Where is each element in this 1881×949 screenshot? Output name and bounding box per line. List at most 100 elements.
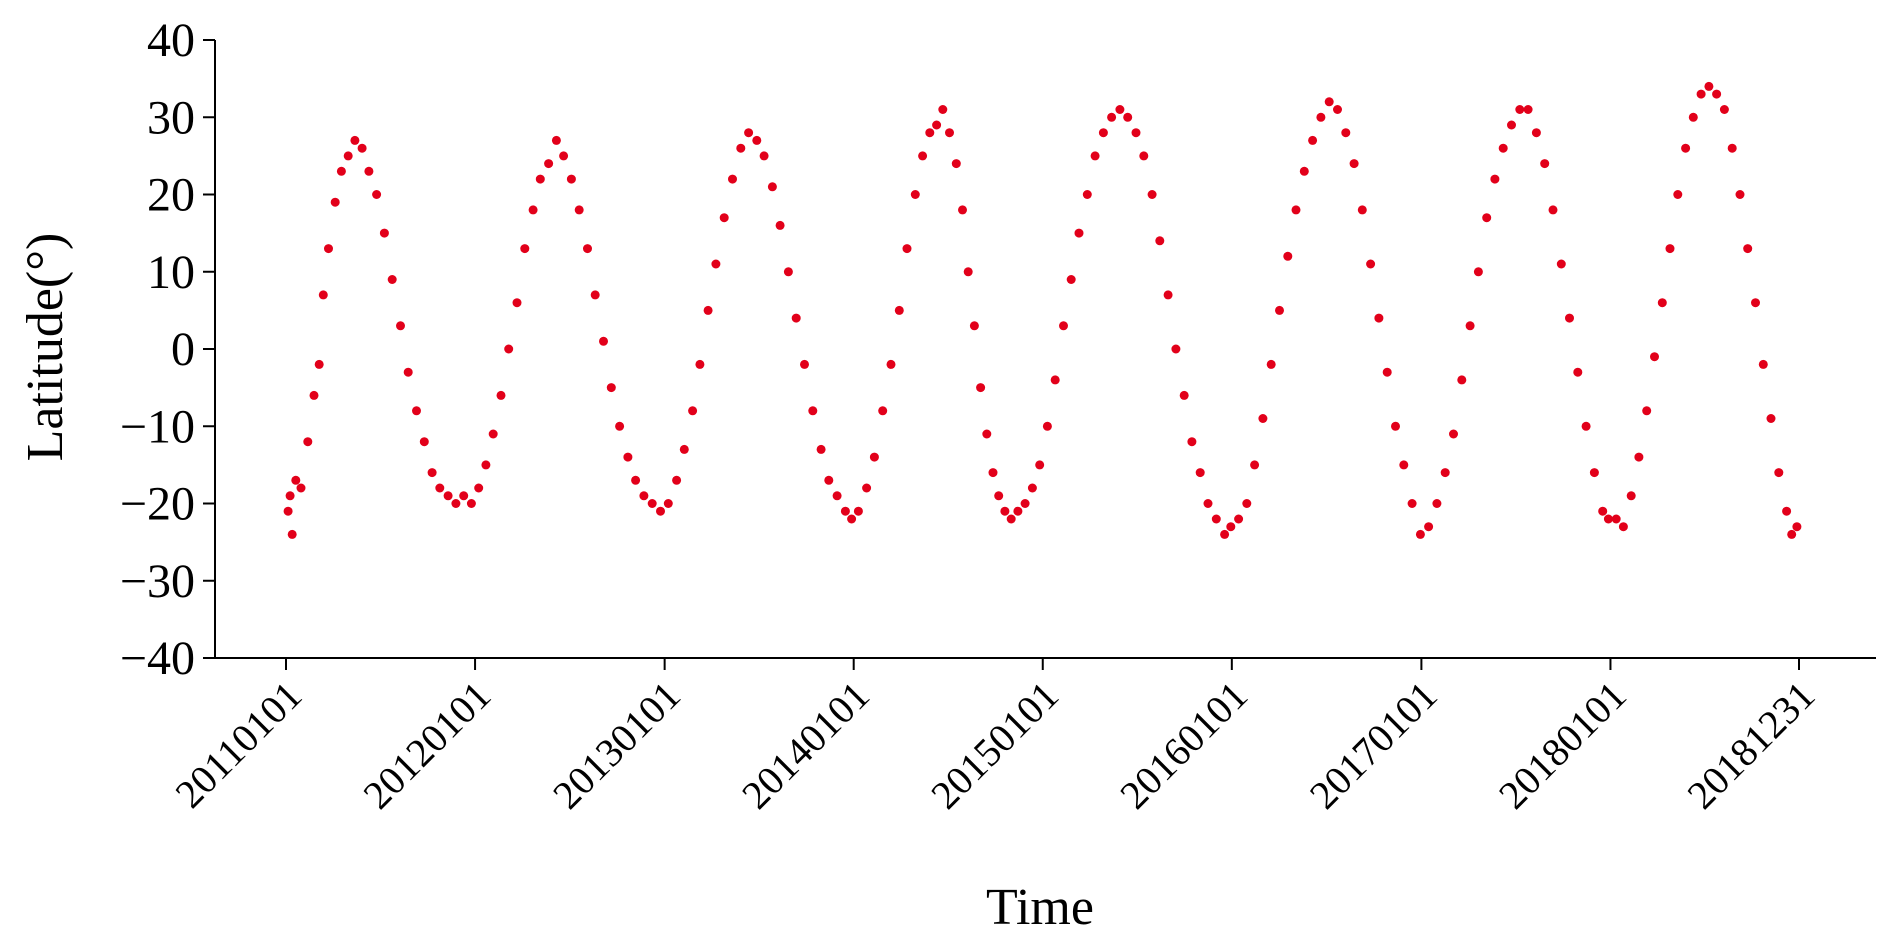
- data-point: [886, 359, 896, 369]
- data-point: [1357, 205, 1367, 215]
- data-point: [1242, 499, 1252, 508]
- data-point: [336, 166, 346, 176]
- data-point: [938, 105, 948, 114]
- data-point: [291, 475, 301, 485]
- data-point: [1603, 514, 1613, 524]
- data-point: [1098, 128, 1108, 138]
- data-point: [1650, 352, 1659, 362]
- data-point: [1266, 359, 1276, 369]
- data-point: [1220, 529, 1230, 539]
- data-point: [504, 344, 514, 354]
- data-point: [1482, 213, 1492, 223]
- data-point: [1308, 135, 1318, 145]
- data-point: [1758, 359, 1768, 369]
- data-point: [902, 244, 912, 254]
- data-point: [1139, 151, 1149, 161]
- data-point: [1782, 506, 1792, 516]
- data-point: [615, 421, 625, 431]
- y-axis-ticks: 40 30 20 10 0 −10 −20 −30 −40: [120, 14, 215, 685]
- data-point: [688, 406, 698, 416]
- x-tick-label: 20130101: [544, 673, 689, 818]
- data-point: [824, 475, 834, 485]
- data-point: [1424, 522, 1434, 532]
- data-point: [963, 267, 973, 277]
- data-point: [878, 406, 888, 416]
- data-point: [1540, 159, 1550, 169]
- data-point: [1657, 298, 1667, 308]
- data-point: [1415, 529, 1425, 539]
- data-point: [945, 128, 954, 138]
- data-point: [918, 151, 928, 161]
- y-tick-label: 10: [147, 246, 195, 299]
- data-point: [1324, 97, 1334, 107]
- data-point: [364, 166, 374, 176]
- data-point: [1688, 112, 1698, 122]
- data-point: [639, 491, 649, 501]
- data-point: [1006, 514, 1016, 524]
- data-point: [1195, 468, 1205, 478]
- data-point: [631, 475, 641, 485]
- data-point: [459, 491, 469, 501]
- data-point: [330, 197, 340, 207]
- x-axis-title: Time: [986, 879, 1094, 936]
- data-point: [590, 290, 600, 300]
- data-point: [1490, 174, 1500, 184]
- data-point: [1573, 367, 1583, 377]
- data-point: [982, 429, 992, 439]
- data-point: [1382, 367, 1392, 377]
- data-point: [1013, 506, 1023, 516]
- data-point: [1498, 143, 1508, 153]
- data-point: [1066, 275, 1076, 284]
- data-point: [412, 406, 421, 416]
- data-point: [512, 298, 522, 308]
- data-point: [695, 359, 705, 369]
- data-point: [1050, 375, 1060, 385]
- x-tick-label: 20181231: [1678, 673, 1823, 818]
- data-point: [559, 151, 569, 161]
- data-point: [853, 506, 863, 516]
- data-points: [283, 81, 1802, 539]
- data-point: [703, 305, 713, 315]
- data-point: [1211, 514, 1221, 524]
- data-point: [1349, 159, 1359, 169]
- data-point: [1515, 105, 1525, 114]
- data-point: [1665, 244, 1675, 254]
- data-point: [1187, 437, 1197, 447]
- data-point: [285, 491, 295, 501]
- data-point: [1626, 491, 1636, 501]
- data-point: [566, 174, 576, 184]
- data-point: [1171, 344, 1181, 354]
- data-point: [728, 174, 737, 184]
- data-point: [1787, 529, 1797, 539]
- data-point: [736, 143, 746, 153]
- data-point: [1774, 468, 1784, 478]
- data-point: [847, 514, 857, 524]
- data-point: [1179, 390, 1189, 400]
- data-point: [1449, 429, 1458, 439]
- data-point: [474, 483, 484, 493]
- data-point: [1548, 205, 1558, 215]
- data-point: [535, 174, 545, 184]
- data-point: [951, 159, 961, 169]
- data-point: [1283, 251, 1293, 261]
- data-point: [1727, 143, 1737, 153]
- data-point: [1258, 414, 1268, 423]
- data-point: [744, 128, 754, 138]
- data-point: [396, 321, 405, 331]
- data-point: [1735, 190, 1745, 199]
- data-point: [719, 213, 729, 223]
- data-point: [481, 460, 491, 470]
- data-point: [1123, 112, 1133, 122]
- data-point: [910, 190, 920, 199]
- data-point: [1391, 421, 1400, 431]
- data-point: [1035, 460, 1045, 470]
- data-point: [932, 120, 942, 130]
- data-point: [318, 290, 328, 300]
- y-tick-label: −40: [120, 632, 195, 685]
- data-point: [599, 336, 608, 346]
- data-point: [1751, 298, 1760, 308]
- data-point: [1681, 143, 1691, 153]
- data-point: [379, 228, 389, 238]
- data-point: [969, 321, 979, 331]
